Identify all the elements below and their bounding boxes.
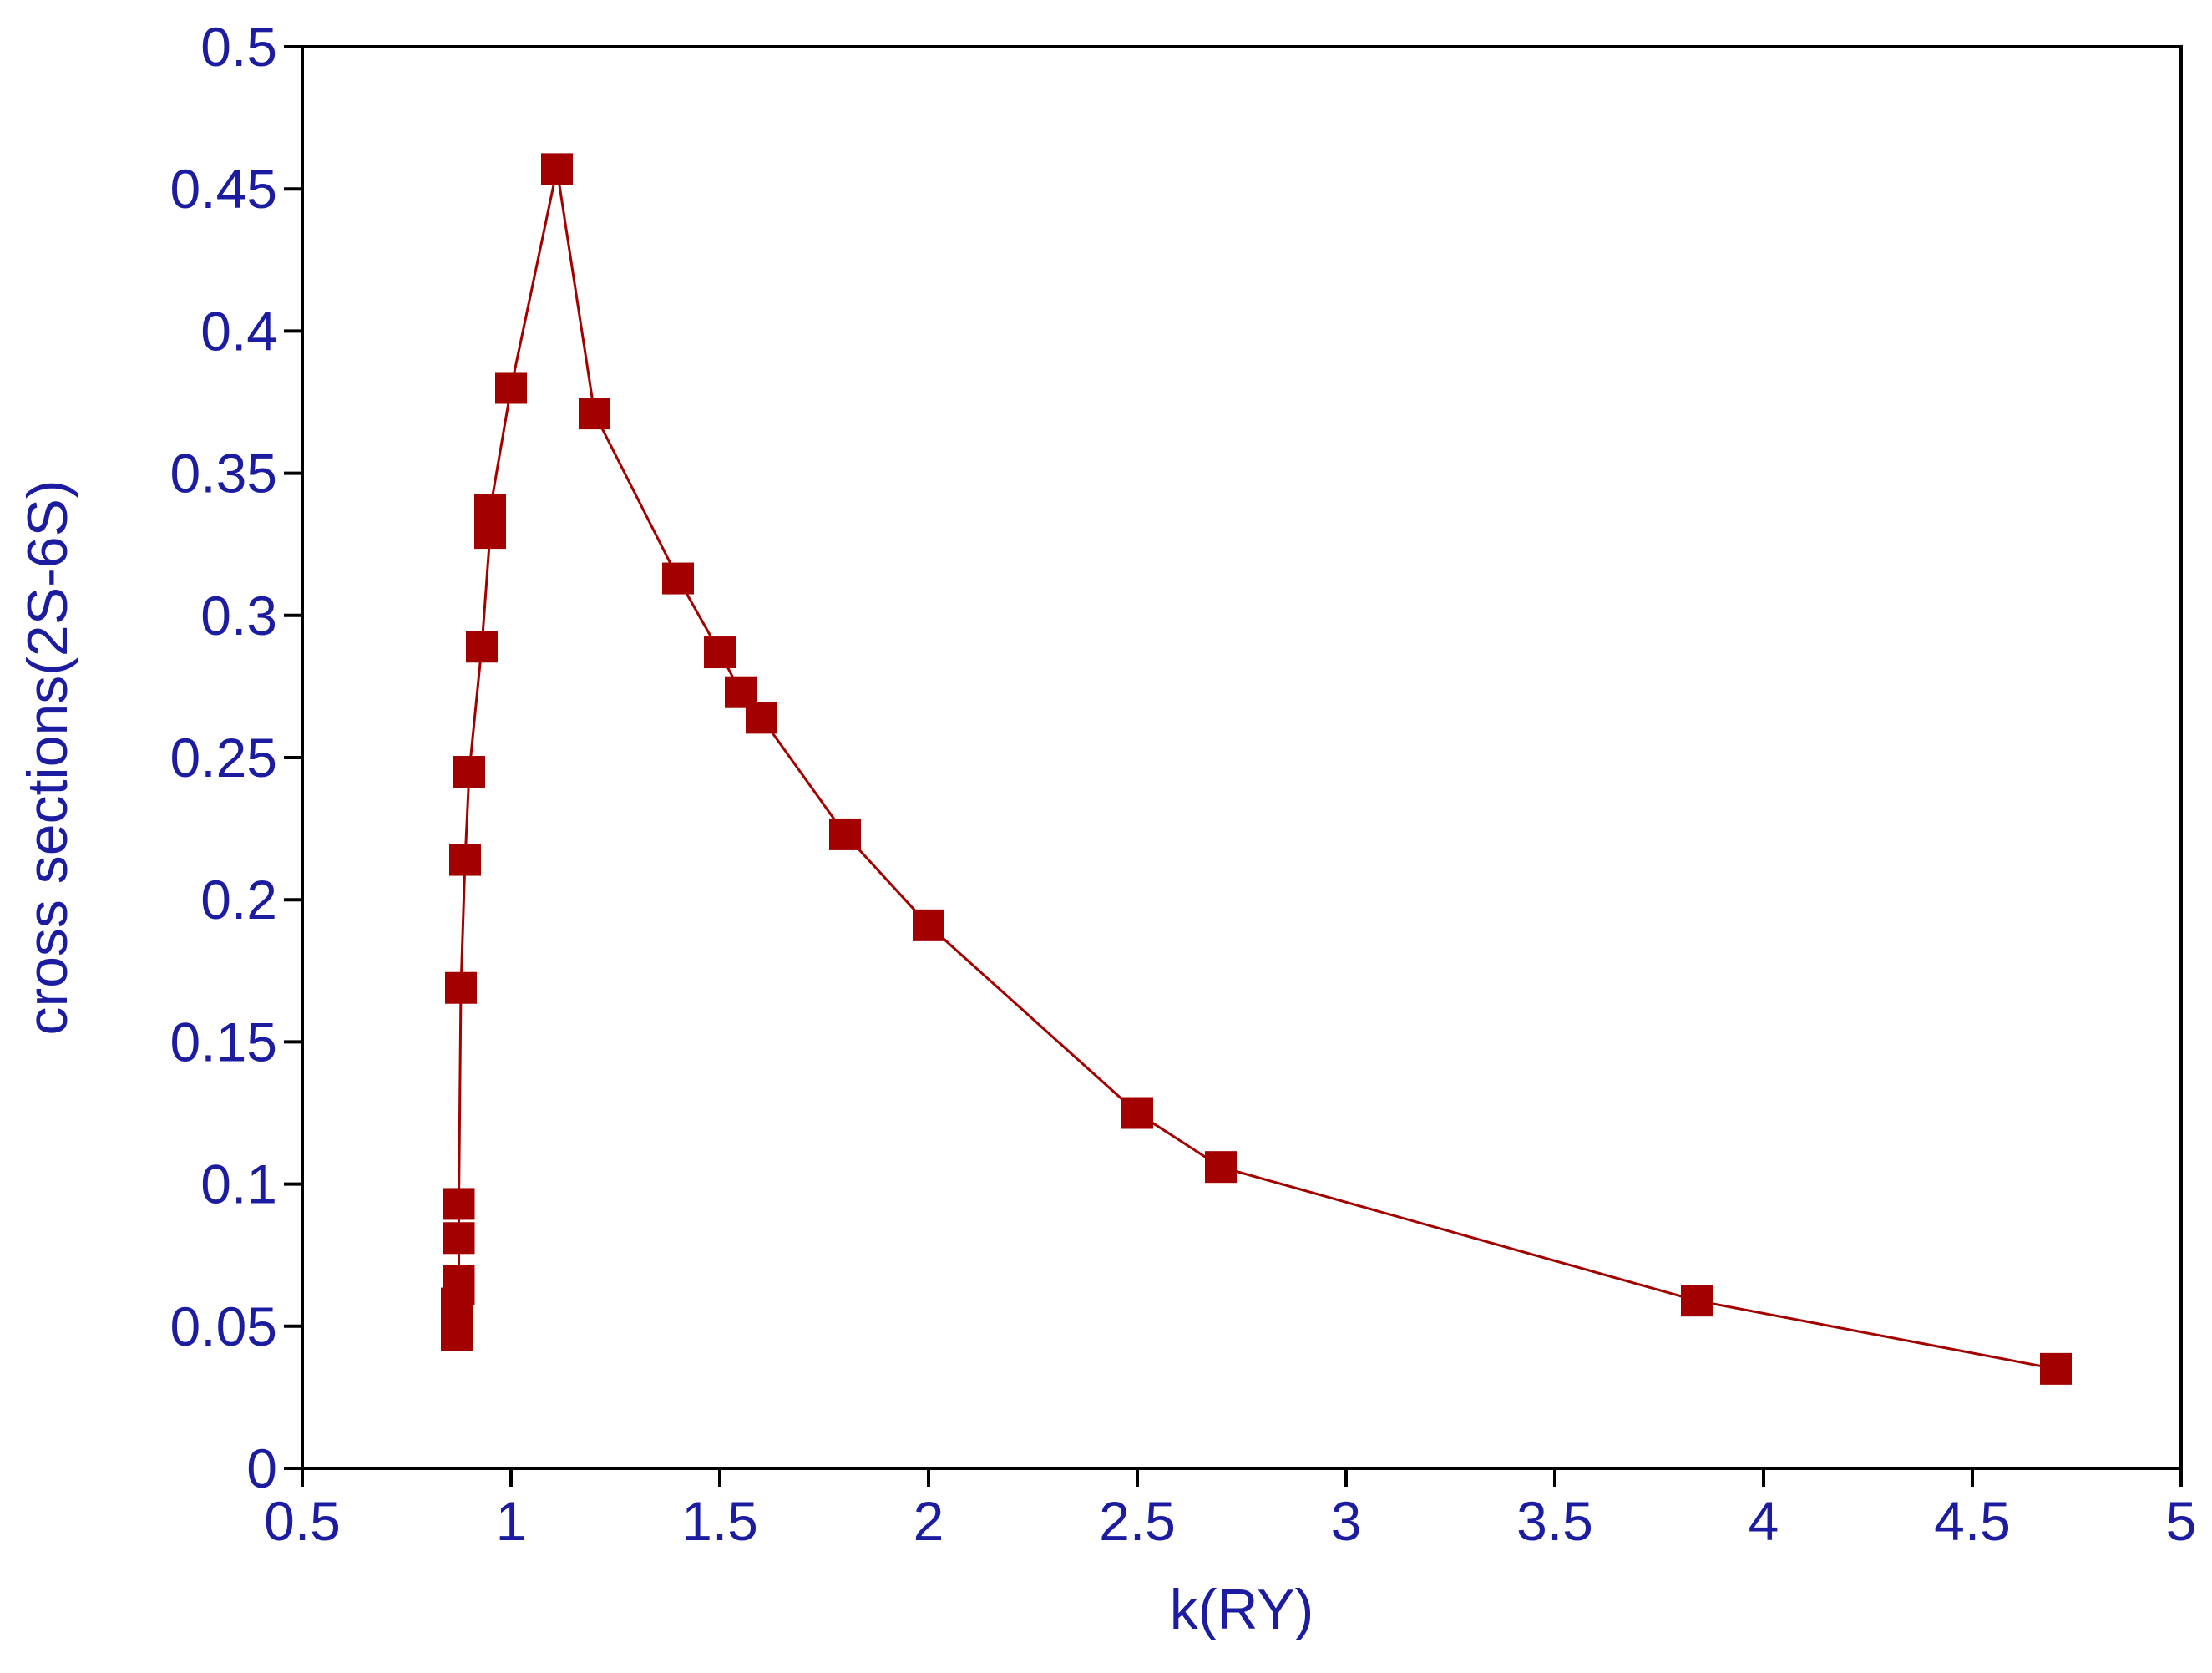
data-point-marker <box>453 756 485 788</box>
x-tick-label: 5 <box>2166 1490 2197 1552</box>
x-tick-label: 4 <box>1749 1490 1779 1552</box>
data-point-marker <box>445 971 477 1004</box>
y-tick-label: 0.1 <box>200 1153 277 1215</box>
data-point-marker <box>913 909 944 941</box>
x-tick-label: 1.5 <box>681 1490 758 1552</box>
data-series <box>441 153 2072 1385</box>
y-tick-label: 0.2 <box>200 869 277 930</box>
y-tick-label: 0.5 <box>200 16 277 78</box>
data-point-marker <box>1681 1285 1713 1317</box>
x-axis-label: k(RY) <box>1170 1578 1314 1641</box>
data-point-marker <box>704 636 736 669</box>
data-point-marker <box>746 702 777 734</box>
data-point-marker <box>2040 1352 2072 1385</box>
data-point-marker <box>495 372 527 404</box>
data-point-marker <box>579 398 610 430</box>
data-point-marker <box>662 562 694 595</box>
x-tick-label: 2 <box>914 1490 944 1552</box>
data-point-marker <box>443 1188 475 1220</box>
x-tick-label: 4.5 <box>1934 1490 2011 1552</box>
data-point-marker <box>1121 1097 1153 1129</box>
y-tick-label: 0.25 <box>170 727 277 788</box>
x-tick-label: 3.5 <box>1516 1490 1593 1552</box>
y-tick-label: 0.3 <box>200 585 277 646</box>
data-point-marker <box>443 1265 475 1297</box>
x-tick-label: 1 <box>496 1490 527 1552</box>
x-tick-label: 3 <box>1331 1490 1362 1552</box>
y-axis-label: cross sections(2S-6S) <box>16 479 79 1035</box>
y-tick-label: 0.15 <box>170 1011 277 1072</box>
data-point-marker <box>1205 1151 1237 1184</box>
x-axis-ticks: 0.5 1 1.5 2 2.5 3 3.5 4 4.5 5 <box>264 1468 2196 1552</box>
y-tick-label: 0.4 <box>200 300 277 362</box>
y-tick-label: 0.05 <box>170 1295 277 1357</box>
data-point-marker <box>466 631 498 663</box>
data-point-marker <box>441 1319 473 1351</box>
y-tick-label: 0 <box>246 1437 277 1499</box>
y-tick-label: 0.35 <box>170 443 277 504</box>
series-line <box>455 169 2057 1371</box>
x-tick-label: 2.5 <box>1099 1490 1176 1552</box>
data-point-marker <box>829 818 861 850</box>
data-point-marker <box>541 153 573 185</box>
y-axis-ticks: 0 0.05 0.1 0.15 0.2 0.25 0.3 0.35 0.4 0.45 0.5 <box>170 16 302 1499</box>
x-tick-label: 0.5 <box>264 1490 341 1552</box>
plot-area-frame <box>301 45 2183 1470</box>
data-point-marker <box>449 844 481 876</box>
y-tick-label: 0.45 <box>170 158 277 220</box>
data-point-marker <box>474 494 506 526</box>
data-point-marker <box>443 1222 475 1255</box>
